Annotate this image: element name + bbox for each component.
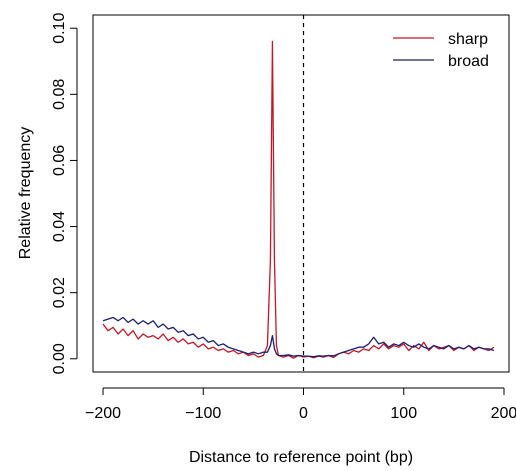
series-line-sharp	[102, 40, 495, 359]
y-tick-label: 0.06	[51, 145, 68, 176]
y-axis: 0.00 0.02 0.04 0.06 0.08 0.10	[51, 13, 78, 374]
plot-frame	[92, 14, 510, 373]
legend: sharp broad	[393, 31, 489, 70]
x-tick-label: −200	[85, 405, 121, 422]
y-tick-label: 0.04	[51, 211, 68, 242]
y-tick-label: 0.08	[51, 79, 68, 110]
legend-label-sharp: sharp	[448, 31, 488, 48]
y-tick-label: 0.02	[51, 277, 68, 308]
x-axis-label: Distance to reference point (bp)	[189, 449, 413, 466]
x-tick-label: −100	[185, 405, 221, 422]
y-tick-label: 0.10	[51, 13, 68, 44]
x-tick-label: 200	[491, 405, 516, 422]
series-line-broad	[102, 316, 495, 358]
y-axis-label: Relative frequency	[17, 127, 34, 260]
legend-label-broad: broad	[448, 53, 489, 70]
x-axis: −200 −100 0 100 200	[85, 387, 516, 422]
x-tick-label: 100	[390, 405, 417, 422]
series-group	[102, 40, 495, 359]
x-tick-label: 0	[299, 405, 308, 422]
y-tick-label: 0.00	[51, 343, 68, 374]
